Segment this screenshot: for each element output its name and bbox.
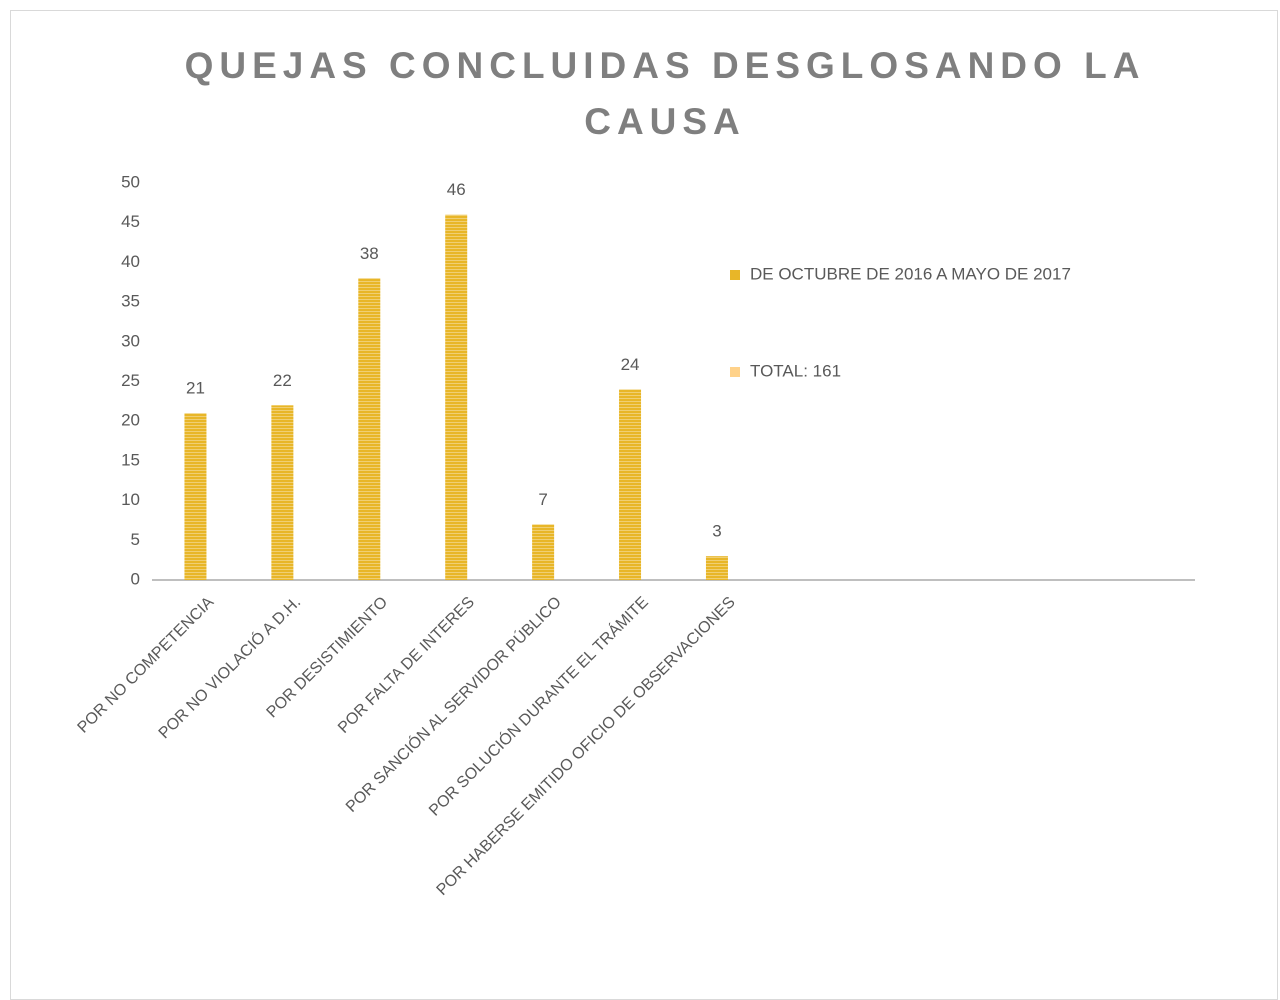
data-label: 3 [712,522,721,541]
bar [271,405,294,580]
bar [358,278,381,580]
legend-swatch [730,367,740,377]
y-tick-label: 15 [121,450,140,469]
y-tick-label: 5 [131,530,140,549]
data-label: 22 [273,371,292,390]
data-label: 38 [360,244,379,263]
bar [445,214,468,580]
bar [184,413,207,580]
data-label: 46 [447,180,466,199]
legend-swatch [730,270,740,280]
legend-label: DE OCTUBRE DE 2016 A MAYO DE 2017 [750,264,1071,283]
y-tick-label: 20 [121,411,140,430]
y-tick-label: 25 [121,371,140,390]
y-tick-label: 10 [121,490,140,509]
data-label: 7 [538,490,547,509]
y-tick-label: 0 [131,569,140,588]
data-label: 24 [621,355,640,374]
x-tick-label: POR NO VIOLACIÓ A D.H. [154,592,304,742]
y-tick-label: 45 [121,212,140,231]
x-tick-label: POR NO COMPETENCIA [75,594,218,737]
y-tick-label: 35 [121,292,140,311]
bar [705,556,728,580]
data-label: 21 [186,379,205,398]
chart-title: QUEJAS CONCLUIDAS DESGLOSANDO LA CAUSA [184,45,1146,142]
bar [532,524,555,580]
y-tick-label: 40 [121,252,140,271]
legend-label: TOTAL: 161 [750,361,841,380]
x-tick-label: POR HABERSE EMITIDO OFICIO DE OBSERVACIO… [434,594,739,899]
y-tick-label: 50 [121,172,140,191]
y-tick-label: 30 [121,331,140,350]
bar [619,389,642,580]
